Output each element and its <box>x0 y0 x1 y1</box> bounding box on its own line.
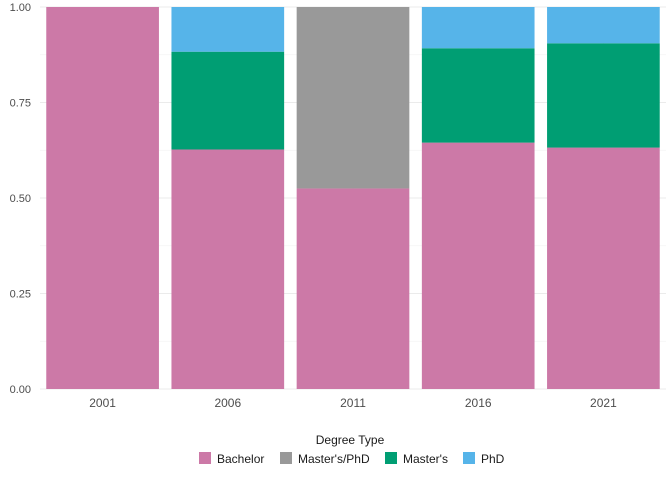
bars <box>46 7 660 389</box>
legend-label: Master's <box>403 452 448 466</box>
y-axis-ticks: 0.00 0.25 0.50 0.75 1.00 <box>10 2 31 396</box>
bar-2006-series-0 <box>171 149 285 389</box>
legend-swatch <box>280 452 292 464</box>
legend-swatch <box>385 452 397 464</box>
bar-2006-series-3 <box>171 7 285 52</box>
bar-2016-series-2 <box>421 48 535 143</box>
y-tick-label: 0.75 <box>10 98 31 110</box>
bar-2011-series-1 <box>296 7 410 189</box>
x-tick-label: 2021 <box>590 396 617 410</box>
bar-2001-series-0 <box>46 7 159 389</box>
legend-swatch <box>199 452 211 464</box>
bar-2016-series-3 <box>421 7 535 49</box>
legend-label: PhD <box>481 452 505 466</box>
bar-2021-series-3 <box>547 7 660 44</box>
x-tick-label: 2011 <box>340 396 366 410</box>
y-tick-label: 0.00 <box>10 384 31 396</box>
bar-2021-series-0 <box>547 147 660 389</box>
x-tick-label: 2001 <box>89 396 116 410</box>
y-tick-label: 0.50 <box>10 193 31 205</box>
bar-2011-series-0 <box>296 188 410 389</box>
bar-2016-series-0 <box>421 142 535 389</box>
legend-label: Bachelor <box>217 452 264 466</box>
bar-2021-series-2 <box>547 43 660 148</box>
y-tick-label: 0.25 <box>10 289 31 301</box>
x-axis-ticks: 2001 2006 2011 2016 2021 <box>89 396 617 410</box>
legend: Degree Type Bachelor Master's/PhD Master's… <box>199 433 505 466</box>
y-tick-label: 1.00 <box>10 2 31 14</box>
legend-swatch <box>463 452 475 464</box>
legend-label: Master's/PhD <box>298 452 370 466</box>
bar-2006-series-2 <box>171 51 285 150</box>
x-tick-label: 2016 <box>465 396 492 410</box>
legend-title: Degree Type <box>316 433 385 447</box>
x-tick-label: 2006 <box>214 396 241 410</box>
